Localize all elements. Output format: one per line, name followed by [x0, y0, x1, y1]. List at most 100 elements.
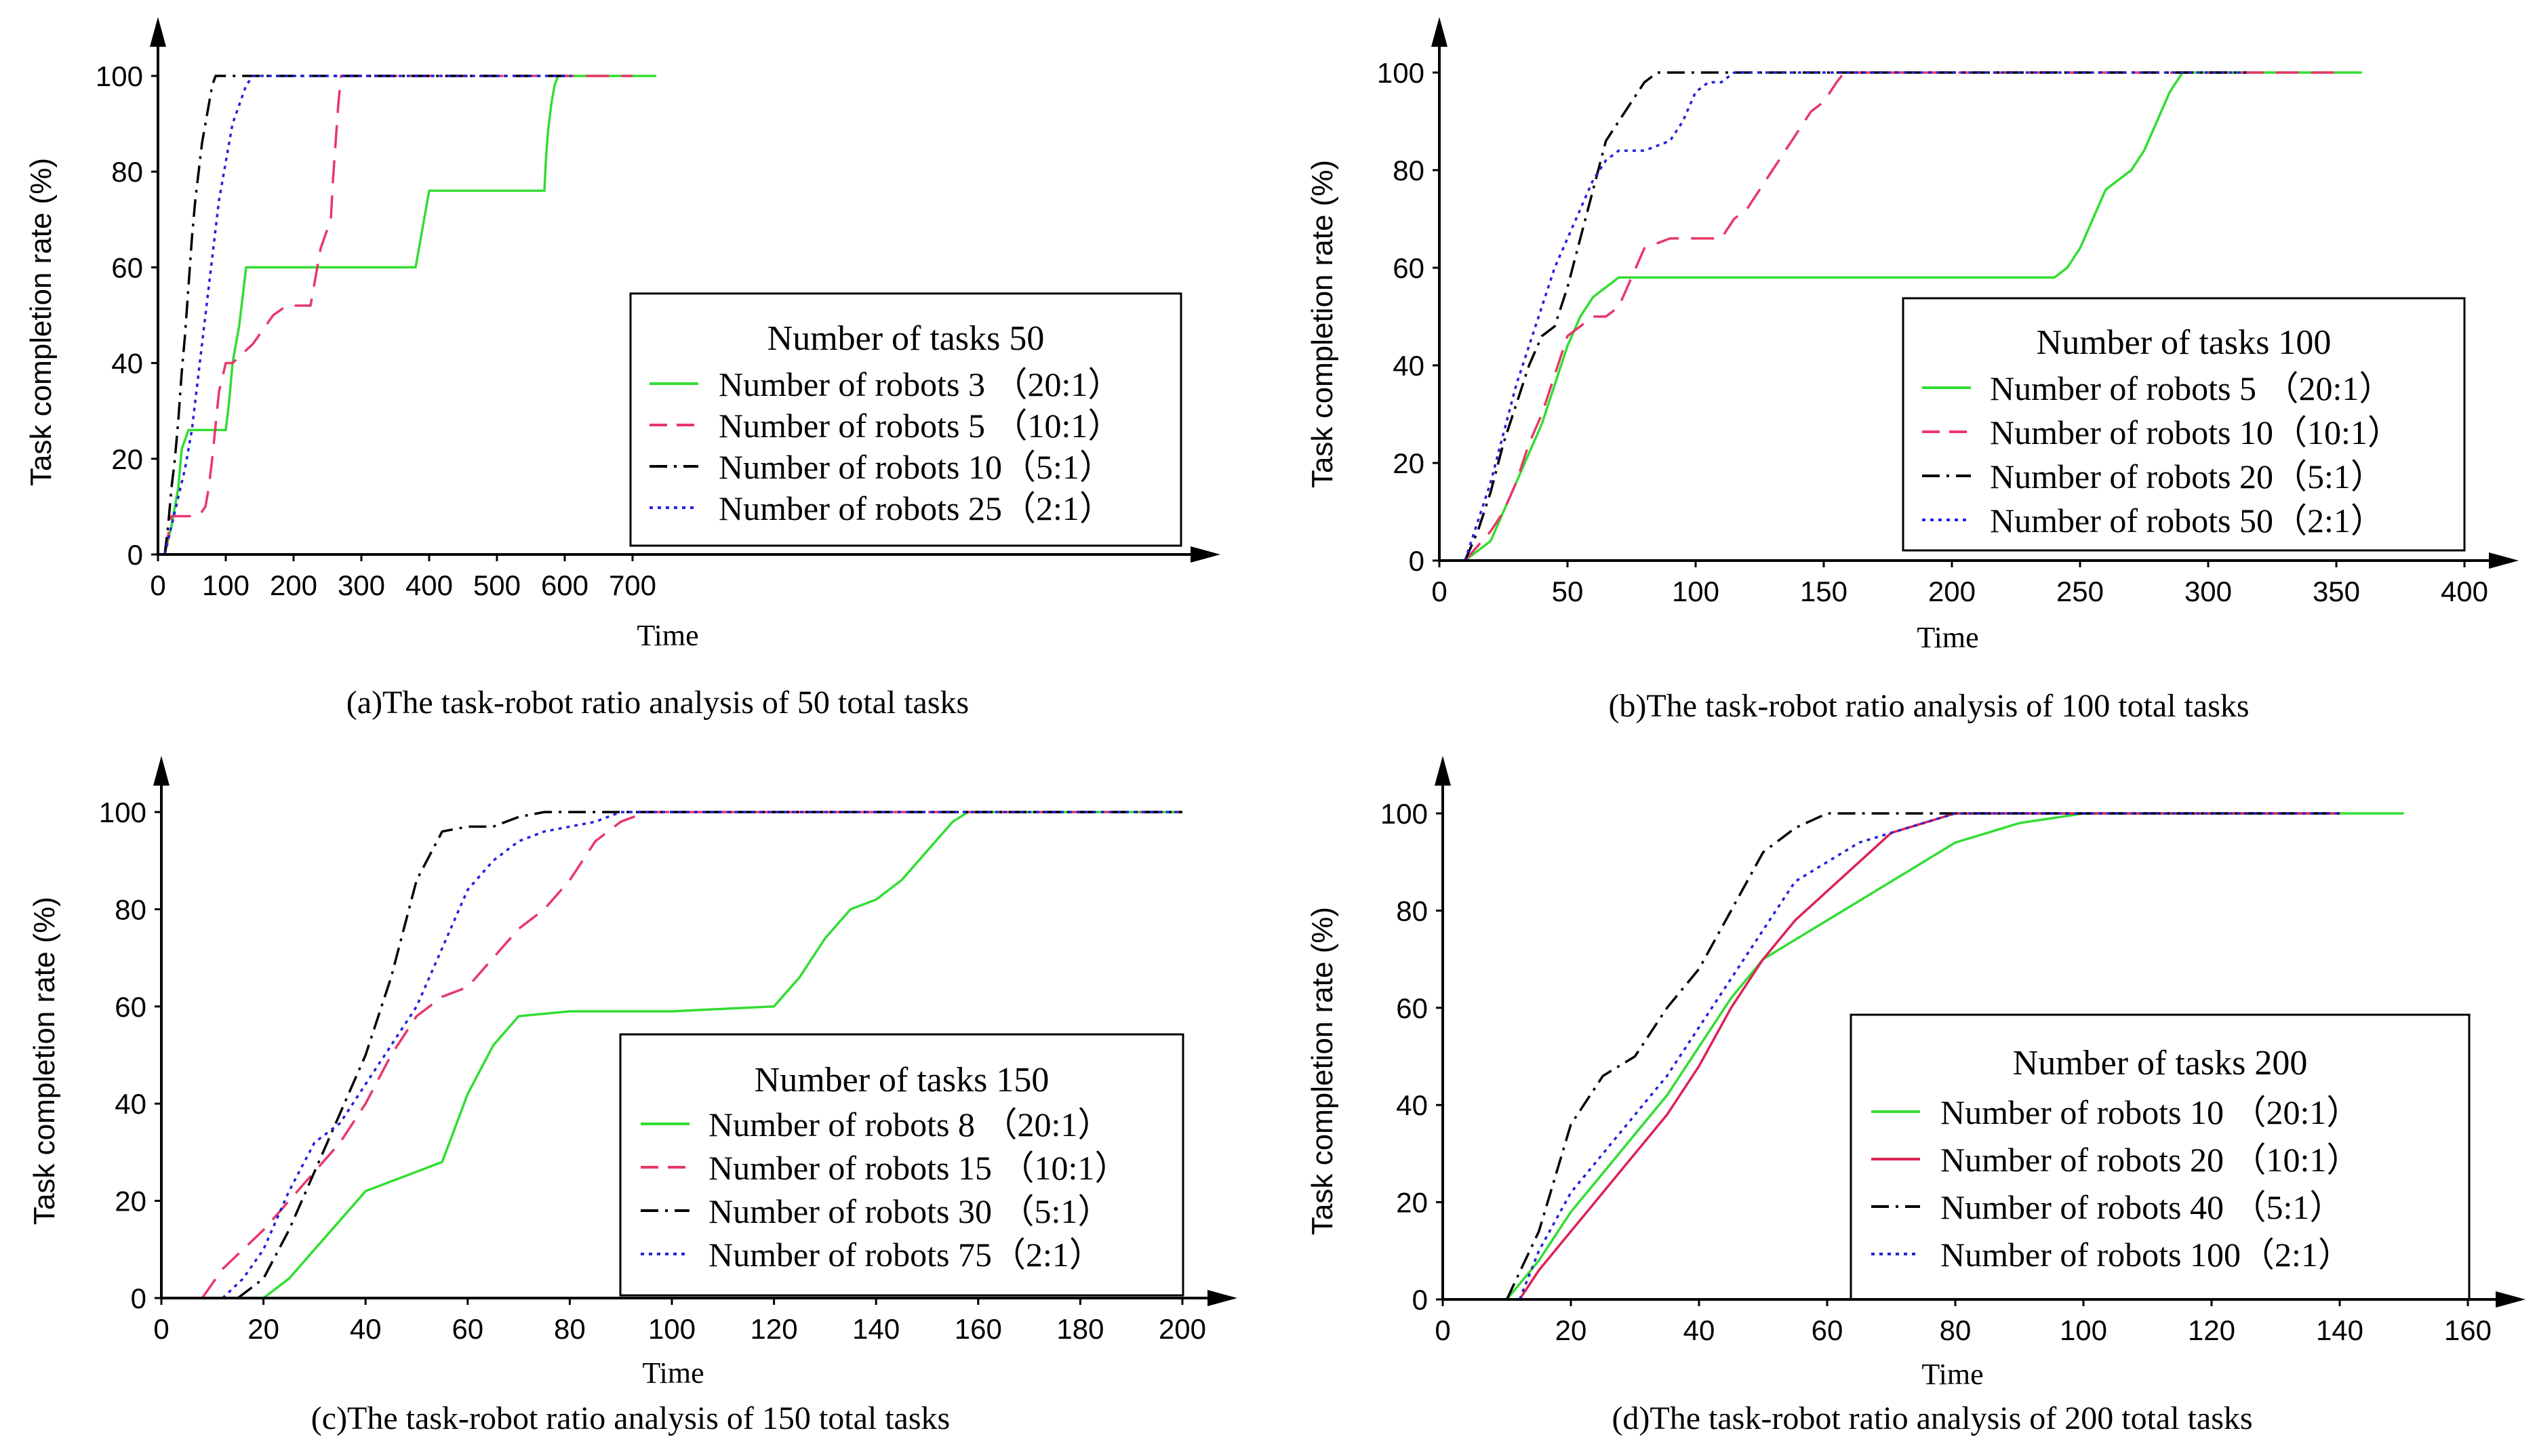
x-tick-label: 180: [1056, 1313, 1104, 1345]
x-tick-label: 100: [2060, 1314, 2107, 1346]
legend-entry-label: Number of robots 100（2:1）: [1940, 1236, 2352, 1274]
series-line-2: [163, 75, 633, 555]
panel-b: Number of tasks 100 Number of robots 5 （…: [1306, 17, 2519, 724]
y-tick-label: 60: [1396, 992, 1428, 1024]
y-tick-label: 20: [1396, 1187, 1428, 1219]
x-axis-arrow: [2496, 1291, 2525, 1308]
legend-entry-label: Number of robots 5 （10:1）: [719, 407, 1121, 445]
plot-lines-c: [201, 811, 1182, 1299]
legend-swatches: [641, 1123, 690, 1255]
panel-caption: (b)The task-robot ratio analysis of 100 …: [1608, 688, 2249, 724]
y-tick-label: 60: [111, 251, 143, 283]
series-line-4: [1518, 812, 2340, 1300]
x-tick-label: 60: [1812, 1314, 1843, 1346]
y-tick-label: 80: [1396, 895, 1428, 927]
x-axis-label: Time: [1917, 621, 1978, 654]
legend-box: [619, 1033, 1184, 1297]
legend-entry-label: Number of robots 30 （5:1）: [708, 1192, 1111, 1230]
x-tick-label: 400: [405, 569, 453, 601]
x-tick-label: 600: [541, 569, 588, 601]
y-axis-label: Task completion rate (%): [28, 897, 61, 1225]
legend-entry-label: Number of robots 50（2:1）: [1990, 502, 2384, 540]
x-tick-label: 0: [150, 569, 165, 601]
y-tick-label: 80: [115, 893, 146, 925]
axes-a: 0 100 200 300 400 500 600 700 0 20 40 60 80 100: [96, 17, 1220, 601]
x-axis-arrow: [2489, 552, 2519, 569]
legend-a: Number of tasks 50 Number of robots 3 （2…: [629, 292, 1182, 547]
x-tick-label: 0: [153, 1313, 169, 1345]
x-tick-label: 100: [1672, 575, 1719, 607]
y-tick-label: 40: [115, 1088, 146, 1120]
y-axis-label: Task completion rate (%): [24, 158, 58, 486]
x-tick-label: 500: [473, 569, 521, 601]
legend-c: Number of tasks 150 Number of robots 8 （…: [619, 1033, 1184, 1297]
x-tick-label: 100: [202, 569, 249, 601]
x-tick-label: 150: [1800, 575, 1847, 607]
x-tick-label: 250: [2056, 575, 2104, 607]
legend-entry-label: Number of robots 5 （20:1）: [1990, 369, 2393, 407]
x-tick-label: 120: [2188, 1314, 2235, 1346]
y-axis-arrow: [1431, 17, 1447, 47]
y-tick-label: 100: [96, 60, 143, 92]
series-line-3: [237, 811, 1182, 1299]
x-axis-label: Time: [1921, 1358, 1983, 1391]
series-line-3: [163, 75, 572, 555]
legend-box: [1850, 1013, 2471, 1301]
y-tick-label: 20: [1393, 447, 1424, 479]
panel-c: Number of tasks 150 Number of robots 8 （…: [28, 756, 1237, 1436]
legend-box: [1902, 297, 2466, 552]
x-tick-label: 80: [554, 1313, 586, 1345]
x-tick-label: 120: [751, 1313, 798, 1345]
panel-d: Number of tasks 200 Number of robots 10 …: [1306, 756, 2525, 1436]
y-axis-arrow: [1435, 756, 1451, 786]
x-tick-label: 200: [1928, 575, 1976, 607]
y-tick-label: 60: [115, 991, 146, 1023]
legend-entry-label: Number of robots 20（5:1）: [1990, 458, 2384, 496]
x-tick-label: 350: [2313, 575, 2360, 607]
legend-d: Number of tasks 200 Number of robots 10 …: [1850, 1013, 2471, 1301]
legend-title: Number of tasks 100: [2037, 323, 2332, 362]
series-line-2: [201, 811, 1182, 1299]
y-tick-label: 0: [1412, 1284, 1428, 1316]
panel-caption: (d)The task-robot ratio analysis of 200 …: [1612, 1400, 2252, 1436]
y-tick-label: 100: [1380, 798, 1428, 830]
y-tick-label: 100: [99, 796, 146, 828]
legend-entry-label: Number of robots 15 （10:1）: [708, 1149, 1128, 1187]
y-axis-label: Task completion rate (%): [1306, 160, 1339, 488]
x-tick-label: 160: [2444, 1314, 2492, 1346]
series-line-1: [163, 75, 656, 555]
y-tick-label: 80: [111, 156, 143, 188]
x-tick-label: 100: [648, 1313, 696, 1345]
x-tick-label: 300: [338, 569, 385, 601]
legend-title: Number of tasks 50: [767, 319, 1045, 358]
series-line-4: [163, 75, 572, 555]
y-tick-label: 20: [115, 1186, 146, 1217]
plot-lines-d: [1505, 812, 2404, 1301]
x-tick-label: 20: [247, 1313, 279, 1345]
x-tick-label: 80: [1940, 1314, 1972, 1346]
series-line-4: [222, 811, 1182, 1299]
y-tick-label: 0: [127, 539, 143, 571]
series-line-1: [1464, 71, 2362, 562]
x-tick-label: 60: [452, 1313, 483, 1345]
x-tick-label: 140: [852, 1313, 900, 1345]
y-tick-label: 0: [131, 1282, 146, 1314]
axes-b: 0 50 100 150 200 250 300 350 400 0 20 40 60 80 100: [1377, 17, 2519, 607]
x-axis-arrow: [1207, 1290, 1237, 1306]
x-tick-label: 20: [1555, 1314, 1587, 1346]
legend-entry-label: Number of robots 25（2:1）: [719, 489, 1113, 527]
y-axis-arrow: [150, 17, 166, 47]
x-tick-label: 160: [955, 1313, 1002, 1345]
x-tick-label: 700: [609, 569, 656, 601]
legend-entry-label: Number of robots 20 （10:1）: [1940, 1141, 2360, 1179]
x-tick-label: 50: [1552, 575, 1584, 607]
x-tick-label: 300: [2184, 575, 2232, 607]
y-tick-label: 0: [1409, 545, 1424, 577]
axes-d: 0 20 40 60 80 100 120 140 160 0 20 40 60 80 100: [1380, 756, 2525, 1346]
series-line-3: [1505, 812, 2340, 1300]
legend-swatches: [1871, 1110, 1920, 1255]
legend-swatches: [650, 382, 698, 509]
y-tick-label: 60: [1393, 252, 1424, 284]
series-line-4: [1464, 71, 2247, 561]
legend-entry-label: Number of robots 10（5:1）: [719, 448, 1113, 486]
